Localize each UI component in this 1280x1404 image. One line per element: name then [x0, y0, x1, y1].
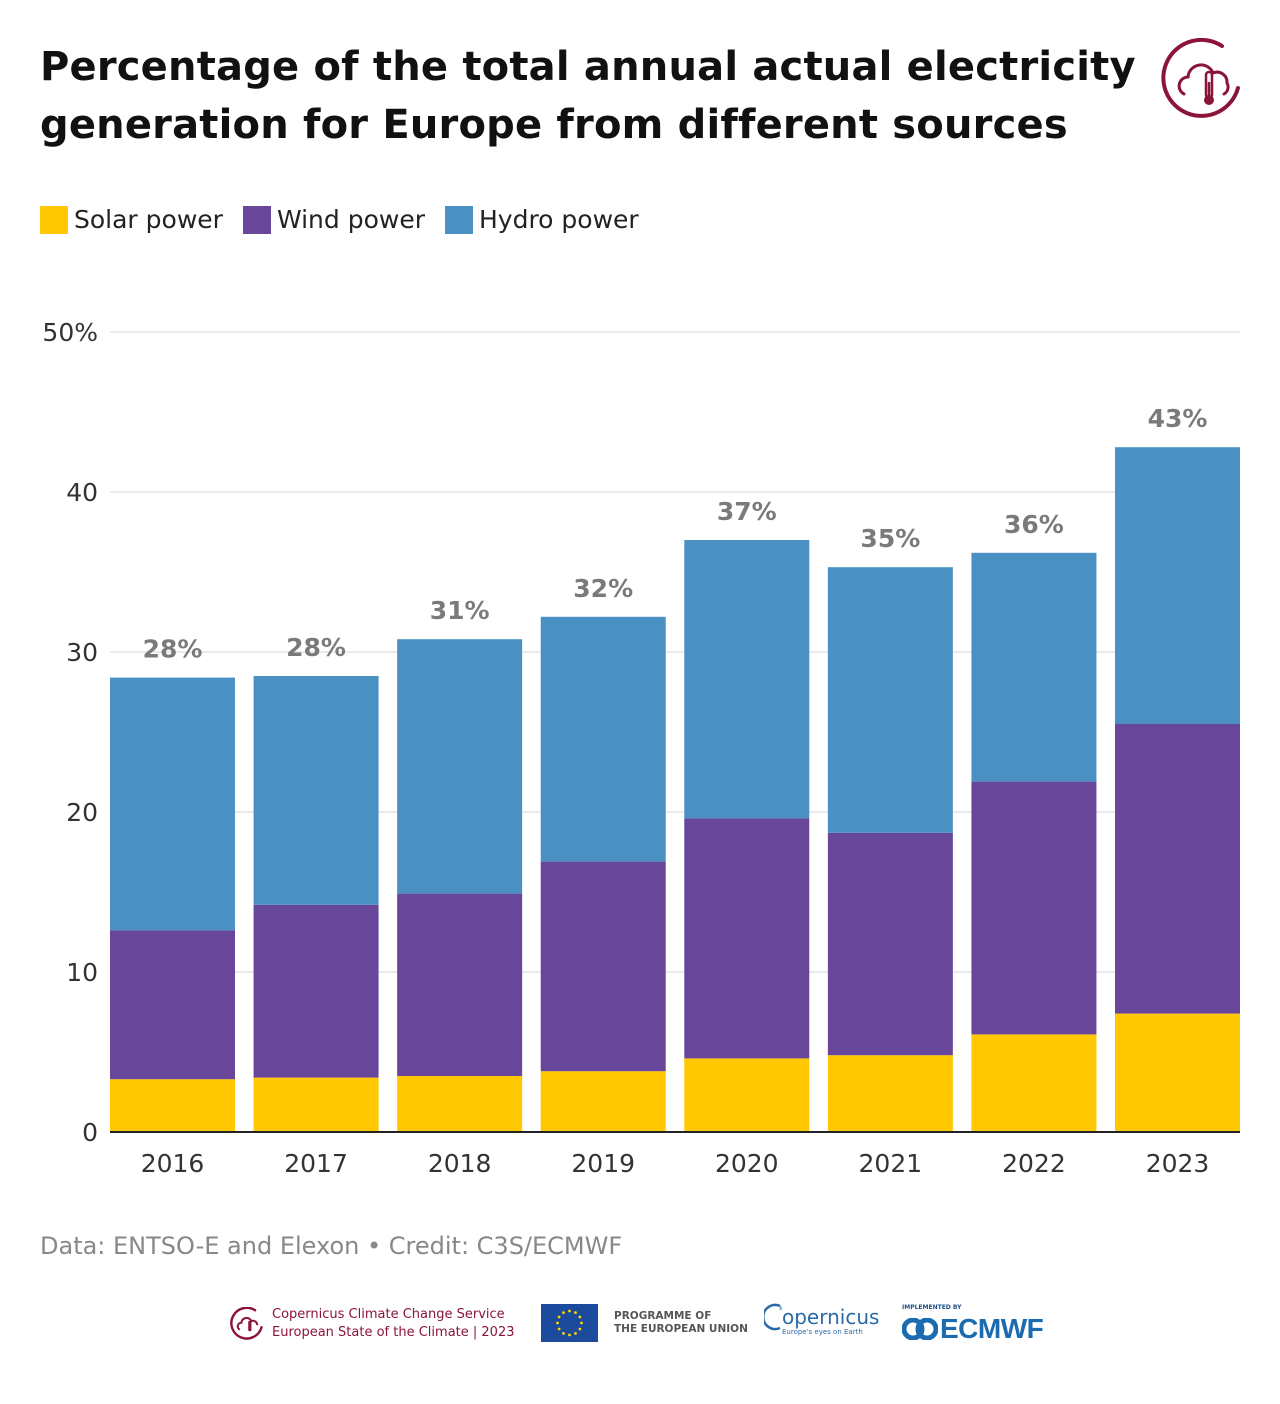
eu-star	[580, 1321, 583, 1325]
eu-star	[557, 1327, 561, 1331]
y-tick-label: 50%	[42, 318, 98, 347]
c3s-line-2: European State of the Climate | 2023	[272, 1325, 515, 1340]
bar-segment-solar-power	[971, 1034, 1097, 1132]
bar-segment-wind-power	[110, 930, 235, 1080]
copernicus-tagline: Europe's eyes on Earth	[782, 1328, 863, 1336]
legend-item-solar: Solar power	[40, 205, 223, 234]
bar-segment-hydro-power	[827, 567, 953, 833]
bar-total-label: 43%	[1148, 404, 1208, 433]
eu-star	[568, 1333, 571, 1337]
eu-star	[578, 1327, 582, 1331]
c3s-thermometer-cloud-icon	[1161, 38, 1240, 118]
c3s-line-1: Copernicus Climate Change Service	[272, 1307, 505, 1322]
c3s-small-icon	[230, 1307, 263, 1340]
legend-swatch-hydro	[444, 205, 473, 234]
bar-segment-wind-power	[827, 832, 953, 1056]
y-tick-label: 20	[66, 798, 98, 827]
bar-segment-solar-power	[397, 1076, 523, 1132]
x-tick-label: 2022	[1002, 1149, 1066, 1178]
footer-logos: Copernicus Climate Change Service Europe…	[0, 1300, 1280, 1360]
bar-total-label: 36%	[1004, 510, 1064, 539]
y-tick-label: 10	[66, 958, 98, 987]
bar-segment-hydro-power	[971, 552, 1097, 782]
x-tick-label: 2017	[284, 1149, 348, 1178]
y-tick-label: 40	[66, 478, 98, 507]
x-tick-label: 2019	[571, 1149, 635, 1178]
legend-label-solar: Solar power	[74, 205, 223, 234]
bar-segment-solar-power	[1115, 1013, 1240, 1132]
ecmwf-wordmark: ECMWF	[940, 1313, 1044, 1344]
programme-line-1: PROGRAMME OF	[614, 1310, 712, 1322]
stacked-bar-chart: 0 10 20 30 40 50% 28% 2016 28% 2017 31% 2018 32% 2019…	[42, 318, 1240, 1178]
bar-total-label: 37%	[717, 497, 777, 526]
bar-total-label: 31%	[430, 596, 490, 625]
programme-line-2: THE EUROPEAN UNION	[614, 1323, 748, 1335]
bar-segment-wind-power	[1115, 724, 1240, 1014]
eu-star	[578, 1315, 582, 1319]
eu-star	[556, 1321, 559, 1325]
y-tick-label: 30	[66, 638, 98, 667]
chart-legend: Solar power Wind power Hydro power	[40, 205, 659, 234]
eu-star	[557, 1315, 561, 1319]
bar-segment-solar-power	[827, 1055, 953, 1132]
copernicus-c-icon	[764, 1303, 782, 1331]
bar-segment-solar-power	[540, 1071, 666, 1132]
bar-segment-wind-power	[397, 893, 523, 1076]
bar-total-label: 35%	[860, 524, 920, 553]
ecmwf-swirl-icon	[902, 1318, 938, 1340]
bar-segment-wind-power	[971, 781, 1097, 1035]
x-tick-label: 2016	[141, 1149, 205, 1178]
y-tick-label: 0	[82, 1118, 98, 1147]
source-credit: Data: ENTSO-E and Elexon • Credit: C3S/E…	[40, 1232, 623, 1260]
ecmwf-implemented-by: IMPLEMENTED BY	[902, 1304, 962, 1311]
legend-label-wind: Wind power	[276, 205, 425, 234]
bar-segment-solar-power	[110, 1079, 235, 1132]
copernicus-logo: opernicus Europe's eyes on Earth	[764, 1302, 879, 1336]
programme-eu-text: PROGRAMME OF THE EUROPEAN UNION	[614, 1310, 748, 1336]
copernicus-wordmark: opernicus	[782, 1305, 880, 1329]
legend-item-wind: Wind power	[242, 205, 425, 234]
eu-flag-icon	[541, 1304, 598, 1342]
eu-star	[568, 1309, 571, 1313]
legend-swatch-wind	[242, 205, 271, 234]
bar-segment-wind-power	[253, 904, 379, 1078]
x-tick-label: 2023	[1146, 1149, 1210, 1178]
legend-swatch-solar	[40, 205, 68, 234]
bar-segment-solar-power	[253, 1077, 379, 1132]
chart-title: Percentage of the total annual actual el…	[40, 44, 1136, 148]
bar-segment-hydro-power	[253, 676, 379, 905]
c3s-footer-logo: Copernicus Climate Change Service Europe…	[230, 1306, 514, 1342]
eu-star	[562, 1331, 565, 1335]
bar-segment-hydro-power	[110, 677, 235, 931]
bar-segment-hydro-power	[540, 616, 666, 862]
bar-segment-hydro-power	[397, 639, 523, 894]
legend-label-hydro: Hydro power	[478, 205, 639, 234]
bar-segment-hydro-power	[1115, 447, 1240, 724]
x-tick-label: 2018	[428, 1149, 492, 1178]
x-tick-label: 2021	[859, 1149, 923, 1178]
x-tick-label: 2020	[715, 1149, 779, 1178]
eu-star	[574, 1311, 577, 1315]
bar-segment-hydro-power	[684, 540, 810, 819]
bar-total-label: 28%	[143, 635, 203, 664]
ecmwf-logo: IMPLEMENTED BY ECMWF	[902, 1304, 1044, 1345]
eu-star	[574, 1331, 577, 1335]
bar-segment-wind-power	[540, 861, 666, 1072]
legend-item-hydro: Hydro power	[444, 205, 639, 234]
bar-segment-solar-power	[684, 1058, 810, 1132]
bar-total-label: 32%	[573, 574, 633, 603]
eu-star	[562, 1311, 565, 1315]
bar-total-label: 28%	[286, 633, 346, 662]
bar-segment-wind-power	[684, 818, 810, 1059]
